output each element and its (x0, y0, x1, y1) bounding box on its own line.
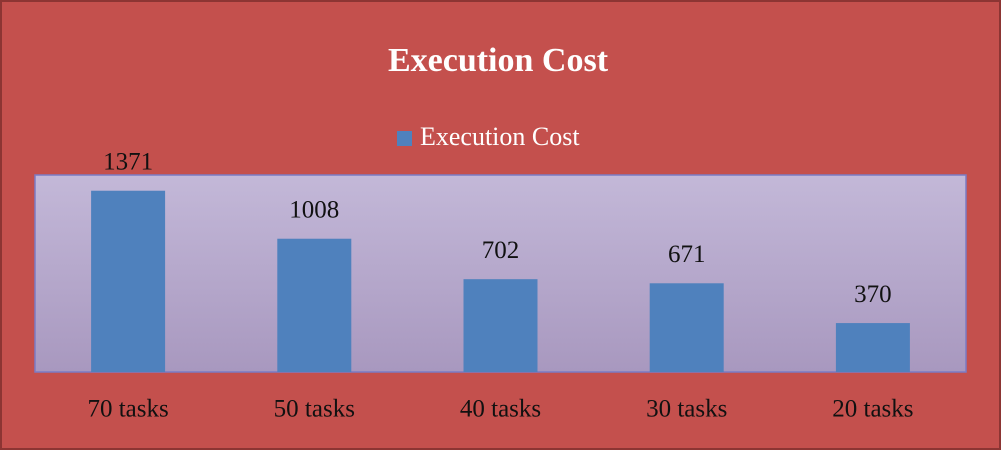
legend-label: Execution Cost (420, 122, 580, 151)
bar (91, 190, 166, 372)
chart-title: Execution Cost (388, 42, 609, 79)
bar (463, 279, 538, 372)
legend-swatch (397, 131, 412, 146)
data-label: 671 (668, 241, 706, 268)
x-tick-label: 70 tasks (87, 396, 168, 423)
bar (649, 283, 724, 372)
data-label: 1371 (103, 148, 153, 175)
bar (277, 238, 352, 372)
x-tick-label: 20 tasks (832, 396, 913, 423)
x-tick-label: 50 tasks (274, 396, 355, 423)
data-label: 702 (482, 237, 520, 264)
data-label: 370 (854, 281, 892, 308)
bar (835, 323, 910, 372)
data-label: 1008 (289, 196, 339, 223)
x-tick-label: 40 tasks (460, 396, 541, 423)
x-tick-label: 30 tasks (646, 396, 727, 423)
